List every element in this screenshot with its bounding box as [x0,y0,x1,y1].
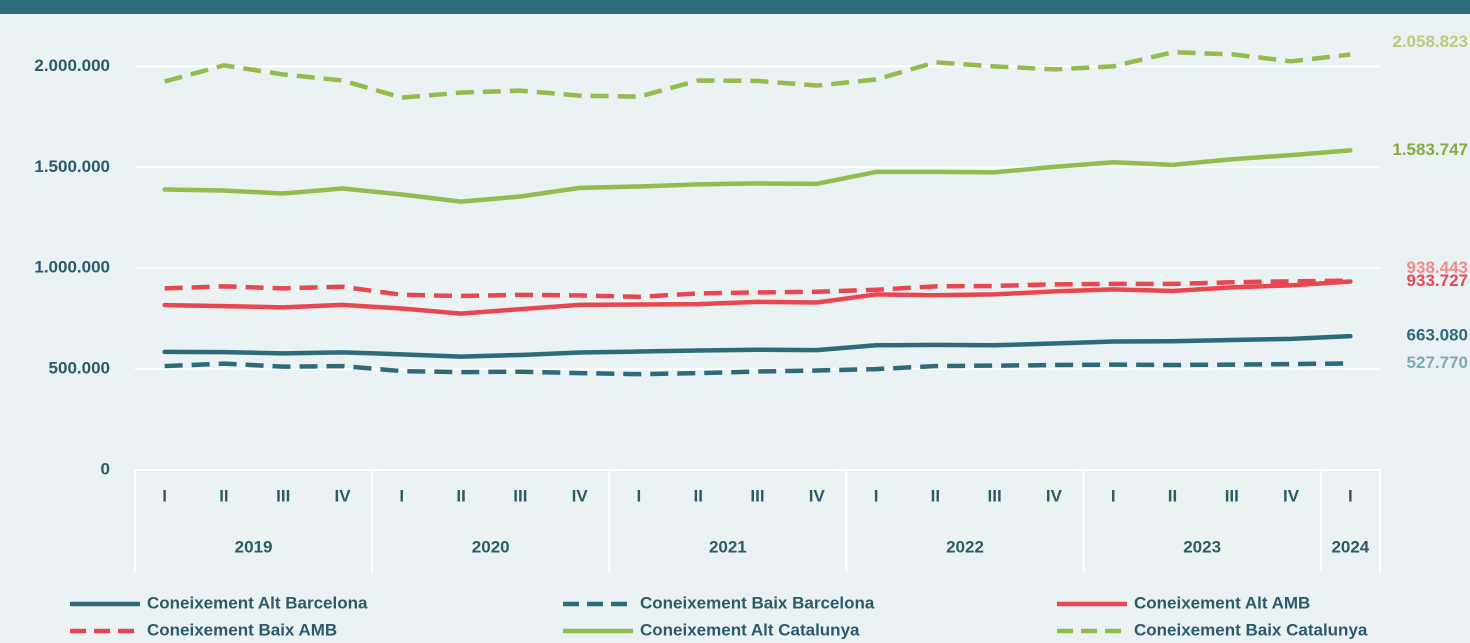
x-tick-label: IV [572,486,589,505]
x-tick-label: II [1168,486,1177,505]
series-line [164,49,1351,100]
x-tick-label: II [931,486,940,505]
series-line [162,279,1353,316]
x-tick-label: III [750,486,764,505]
x-tick-label: I [874,486,879,505]
end-value-label: 663.080 [1407,326,1468,345]
x-tick-label: IV [809,486,826,505]
legend-label: Coneixement Baix Barcelona [640,593,875,612]
x-tick-label: II [456,486,465,505]
header-band [0,0,1470,14]
x-tick-label: III [988,486,1002,505]
y-tick-label: 1.500.000 [34,157,110,176]
year-label: 2022 [946,537,984,556]
year-label: 2021 [709,537,747,556]
year-label: 2020 [472,537,510,556]
x-tick-label: I [1111,486,1116,505]
x-tick-label: I [637,486,642,505]
x-tick-label: III [513,486,527,505]
series-line [162,148,1353,204]
x-tick-label: III [1225,486,1239,505]
x-tick-label: I [1348,486,1353,505]
legend-label: Coneixement Baix Catalunya [1134,620,1368,639]
end-value-label: 933.727 [1407,271,1468,290]
x-tick-label: IV [1046,486,1063,505]
y-tick-label: 2.000.000 [34,56,110,75]
x-tick-label: I [399,486,404,505]
end-value-label: 1.583.747 [1392,140,1468,159]
end-value-label: 527.770 [1407,353,1468,372]
series-line [162,333,1353,359]
year-label: 2023 [1183,537,1221,556]
legend-label: Coneixement Baix AMB [147,620,337,639]
end-value-label: 938.443 [1407,258,1468,277]
x-tick-label: I [162,486,167,505]
year-label: 2024 [1331,537,1369,556]
legend-label: Coneixement Alt Barcelona [147,593,368,612]
x-tick-label: III [276,486,290,505]
x-tick-label: II [219,486,228,505]
x-tick-label: IV [1283,486,1300,505]
series-line [164,361,1351,377]
series-line [164,278,1351,300]
y-tick-label: 0 [101,459,110,478]
legend-label: Coneixement Alt Catalunya [640,620,860,639]
x-tick-label: II [693,486,702,505]
y-tick-label: 500.000 [49,359,110,378]
end-value-label: 2.058.823 [1392,32,1468,51]
legend-label: Coneixement Alt AMB [1134,593,1310,612]
x-tick-label: IV [334,486,351,505]
y-tick-label: 1.000.000 [34,258,110,277]
year-label: 2019 [235,537,273,556]
